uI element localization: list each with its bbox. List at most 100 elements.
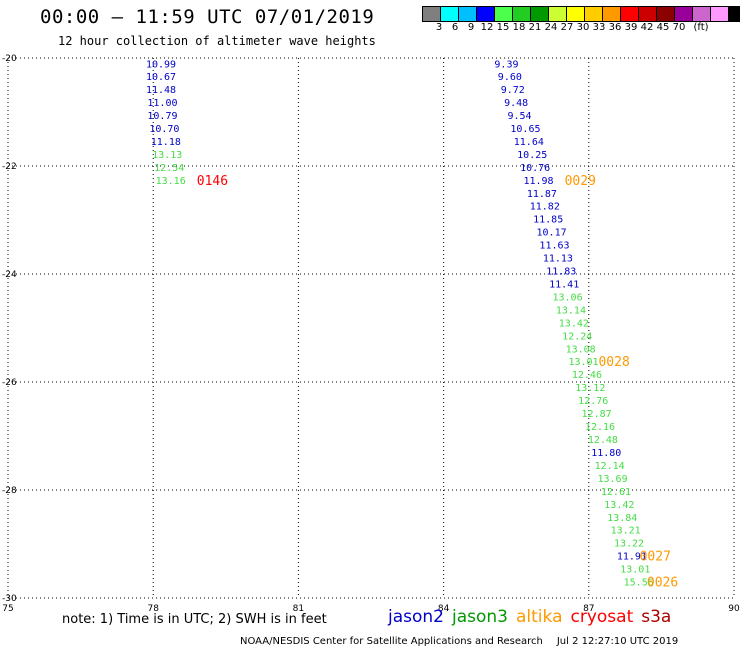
wave-height-value: 15.56: [624, 578, 654, 589]
wave-height-value: 12.14: [595, 461, 625, 472]
scale-label: 21: [528, 22, 542, 33]
wave-height-value: 11.83: [546, 267, 576, 278]
wave-height-value: 13.01: [620, 565, 650, 576]
map-title: 00:00 – 11:59 UTC 07/01/2019: [40, 6, 375, 28]
wave-height-value: 11.00: [147, 98, 177, 109]
wave-height-value: 13.22: [614, 539, 644, 550]
wave-height-value: 11.91: [617, 552, 647, 563]
wave-height-value: 9.48: [504, 98, 528, 109]
legend-jason2: jason2: [388, 607, 444, 627]
scale-label: 36: [608, 22, 622, 33]
pass-time-label: 0026: [647, 576, 678, 591]
wave-height-value: 11.41: [549, 279, 579, 290]
wave-height-value: 13.08: [566, 344, 596, 355]
latitude-tick-label: -20: [2, 54, 17, 64]
wave-height-value: 13.14: [556, 305, 586, 316]
scale-label: (ft): [693, 22, 709, 33]
footer: NOAA/NESDIS Center for Satellite Applica…: [240, 636, 678, 647]
wave-height-value: 13.42: [604, 500, 634, 511]
scale-label: 70: [672, 22, 686, 33]
wave-height-value: 13.42: [559, 318, 589, 329]
scale-label: 33: [592, 22, 606, 33]
scale-label: 6: [451, 22, 459, 33]
wave-height-value: 13.12: [575, 383, 605, 394]
wave-height-value: 11.80: [591, 448, 621, 459]
latitude-tick-label: -26: [2, 378, 17, 388]
legend-s3a: s3a: [641, 607, 672, 627]
wave-height-value: 13.16: [156, 176, 186, 187]
scale-label: 18: [512, 22, 526, 33]
wave-height-value: 10.79: [147, 111, 177, 122]
wave-height-value: 10.70: [149, 124, 179, 135]
scale-label: 30: [576, 22, 590, 33]
wave-height-value: 9.72: [501, 85, 525, 96]
wave-height-value: 11.63: [539, 241, 569, 252]
wave-height-value: 9.54: [507, 111, 531, 122]
wave-height-value: 11.48: [146, 85, 176, 96]
pass-time-label: 0027: [640, 550, 671, 565]
longitude-tick-label: 78: [147, 604, 159, 614]
wave-height-value: 9.60: [498, 72, 522, 83]
latitude-tick-label: -22: [2, 162, 17, 172]
footer-timestamp: Jul 2 12:27:10 UTC 2019: [556, 636, 679, 647]
longitude-tick-label: 87: [583, 604, 594, 614]
satellite-legend: jason2 jason3 altika cryosat s3a: [388, 607, 679, 627]
map-subtitle: 12 hour collection of altimeter wave hei…: [58, 34, 376, 48]
wave-height-value: 10.76: [520, 163, 550, 174]
longitude-tick-label: 84: [438, 604, 450, 614]
wave-height-value: 13.84: [607, 513, 637, 524]
scale-label: 27: [560, 22, 574, 33]
scale-label: 42: [640, 22, 654, 33]
wave-height-value: 10.25: [517, 150, 547, 161]
scale-label: 3: [435, 22, 443, 33]
legend-jason3: jason3: [452, 607, 508, 627]
color-scale-labels: 3 6 9 12 15 18 21 24 27 30 33 36 39 42 45 70 (ft): [422, 22, 740, 36]
wave-height-value: 11.18: [151, 137, 181, 148]
footer-org: NOAA/NESDIS Center for Satellite Applica…: [240, 636, 543, 647]
lat-lon-grid: [7, 57, 735, 599]
wave-height-value: 12.61: [601, 487, 631, 498]
wave-height-value: 11.13: [543, 254, 573, 265]
wave-height-value: 10.67: [146, 72, 176, 83]
scale-label: 39: [624, 22, 638, 33]
legend-altika: altika: [516, 607, 563, 627]
wave-height-value: 13.69: [598, 474, 628, 485]
wave-height-value: 12.54: [154, 163, 184, 174]
wave-height-value: 13.21: [611, 526, 641, 537]
latitude-tick-label: -24: [2, 270, 17, 280]
wave-height-value: 12.16: [585, 422, 615, 433]
wave-height-value: 10.65: [510, 124, 540, 135]
pass-time-label: 0029: [565, 174, 596, 189]
wave-height-value: 11.85: [533, 215, 563, 226]
wave-height-value: 13.01: [568, 357, 598, 368]
wave-height-value: 11.87: [527, 189, 557, 200]
wave-height-value: 10.99: [146, 60, 176, 71]
units-note: note: 1) Time is in UTC; 2) SWH is in fe…: [62, 612, 327, 627]
wave-height-value: 9.39: [494, 60, 518, 71]
wave-height-value: 11.82: [530, 202, 560, 213]
pass-time-label: 0028: [598, 355, 629, 370]
pass-time-label: 0146: [197, 174, 228, 189]
longitude-tick-label: 90: [728, 604, 740, 614]
wave-height-value: 12.46: [572, 370, 602, 381]
latitude-tick-label: -28: [2, 486, 17, 496]
wave-height-value: 10.17: [537, 228, 567, 239]
wave-height-value: 13.13: [152, 150, 182, 161]
scale-label: 15: [496, 22, 510, 33]
scale-swatch: [728, 6, 740, 22]
wave-height-value: 12.87: [582, 409, 612, 420]
latitude-tick-label: -30: [2, 594, 17, 604]
legend-cryosat: cryosat: [570, 607, 634, 627]
scale-label: 24: [544, 22, 558, 33]
pass-times-layer: 0146 0029 0028 0027 0026: [197, 174, 678, 591]
color-scale: [422, 6, 740, 22]
longitude-tick-label: 81: [293, 604, 304, 614]
scale-label: 45: [656, 22, 670, 33]
wave-height-value: 11.98: [523, 176, 553, 187]
longitude-tick-label: 75: [2, 604, 13, 614]
wave-height-value: 13.06: [553, 292, 583, 303]
scale-label: 9: [467, 22, 475, 33]
wave-height-value: 12.76: [578, 396, 608, 407]
